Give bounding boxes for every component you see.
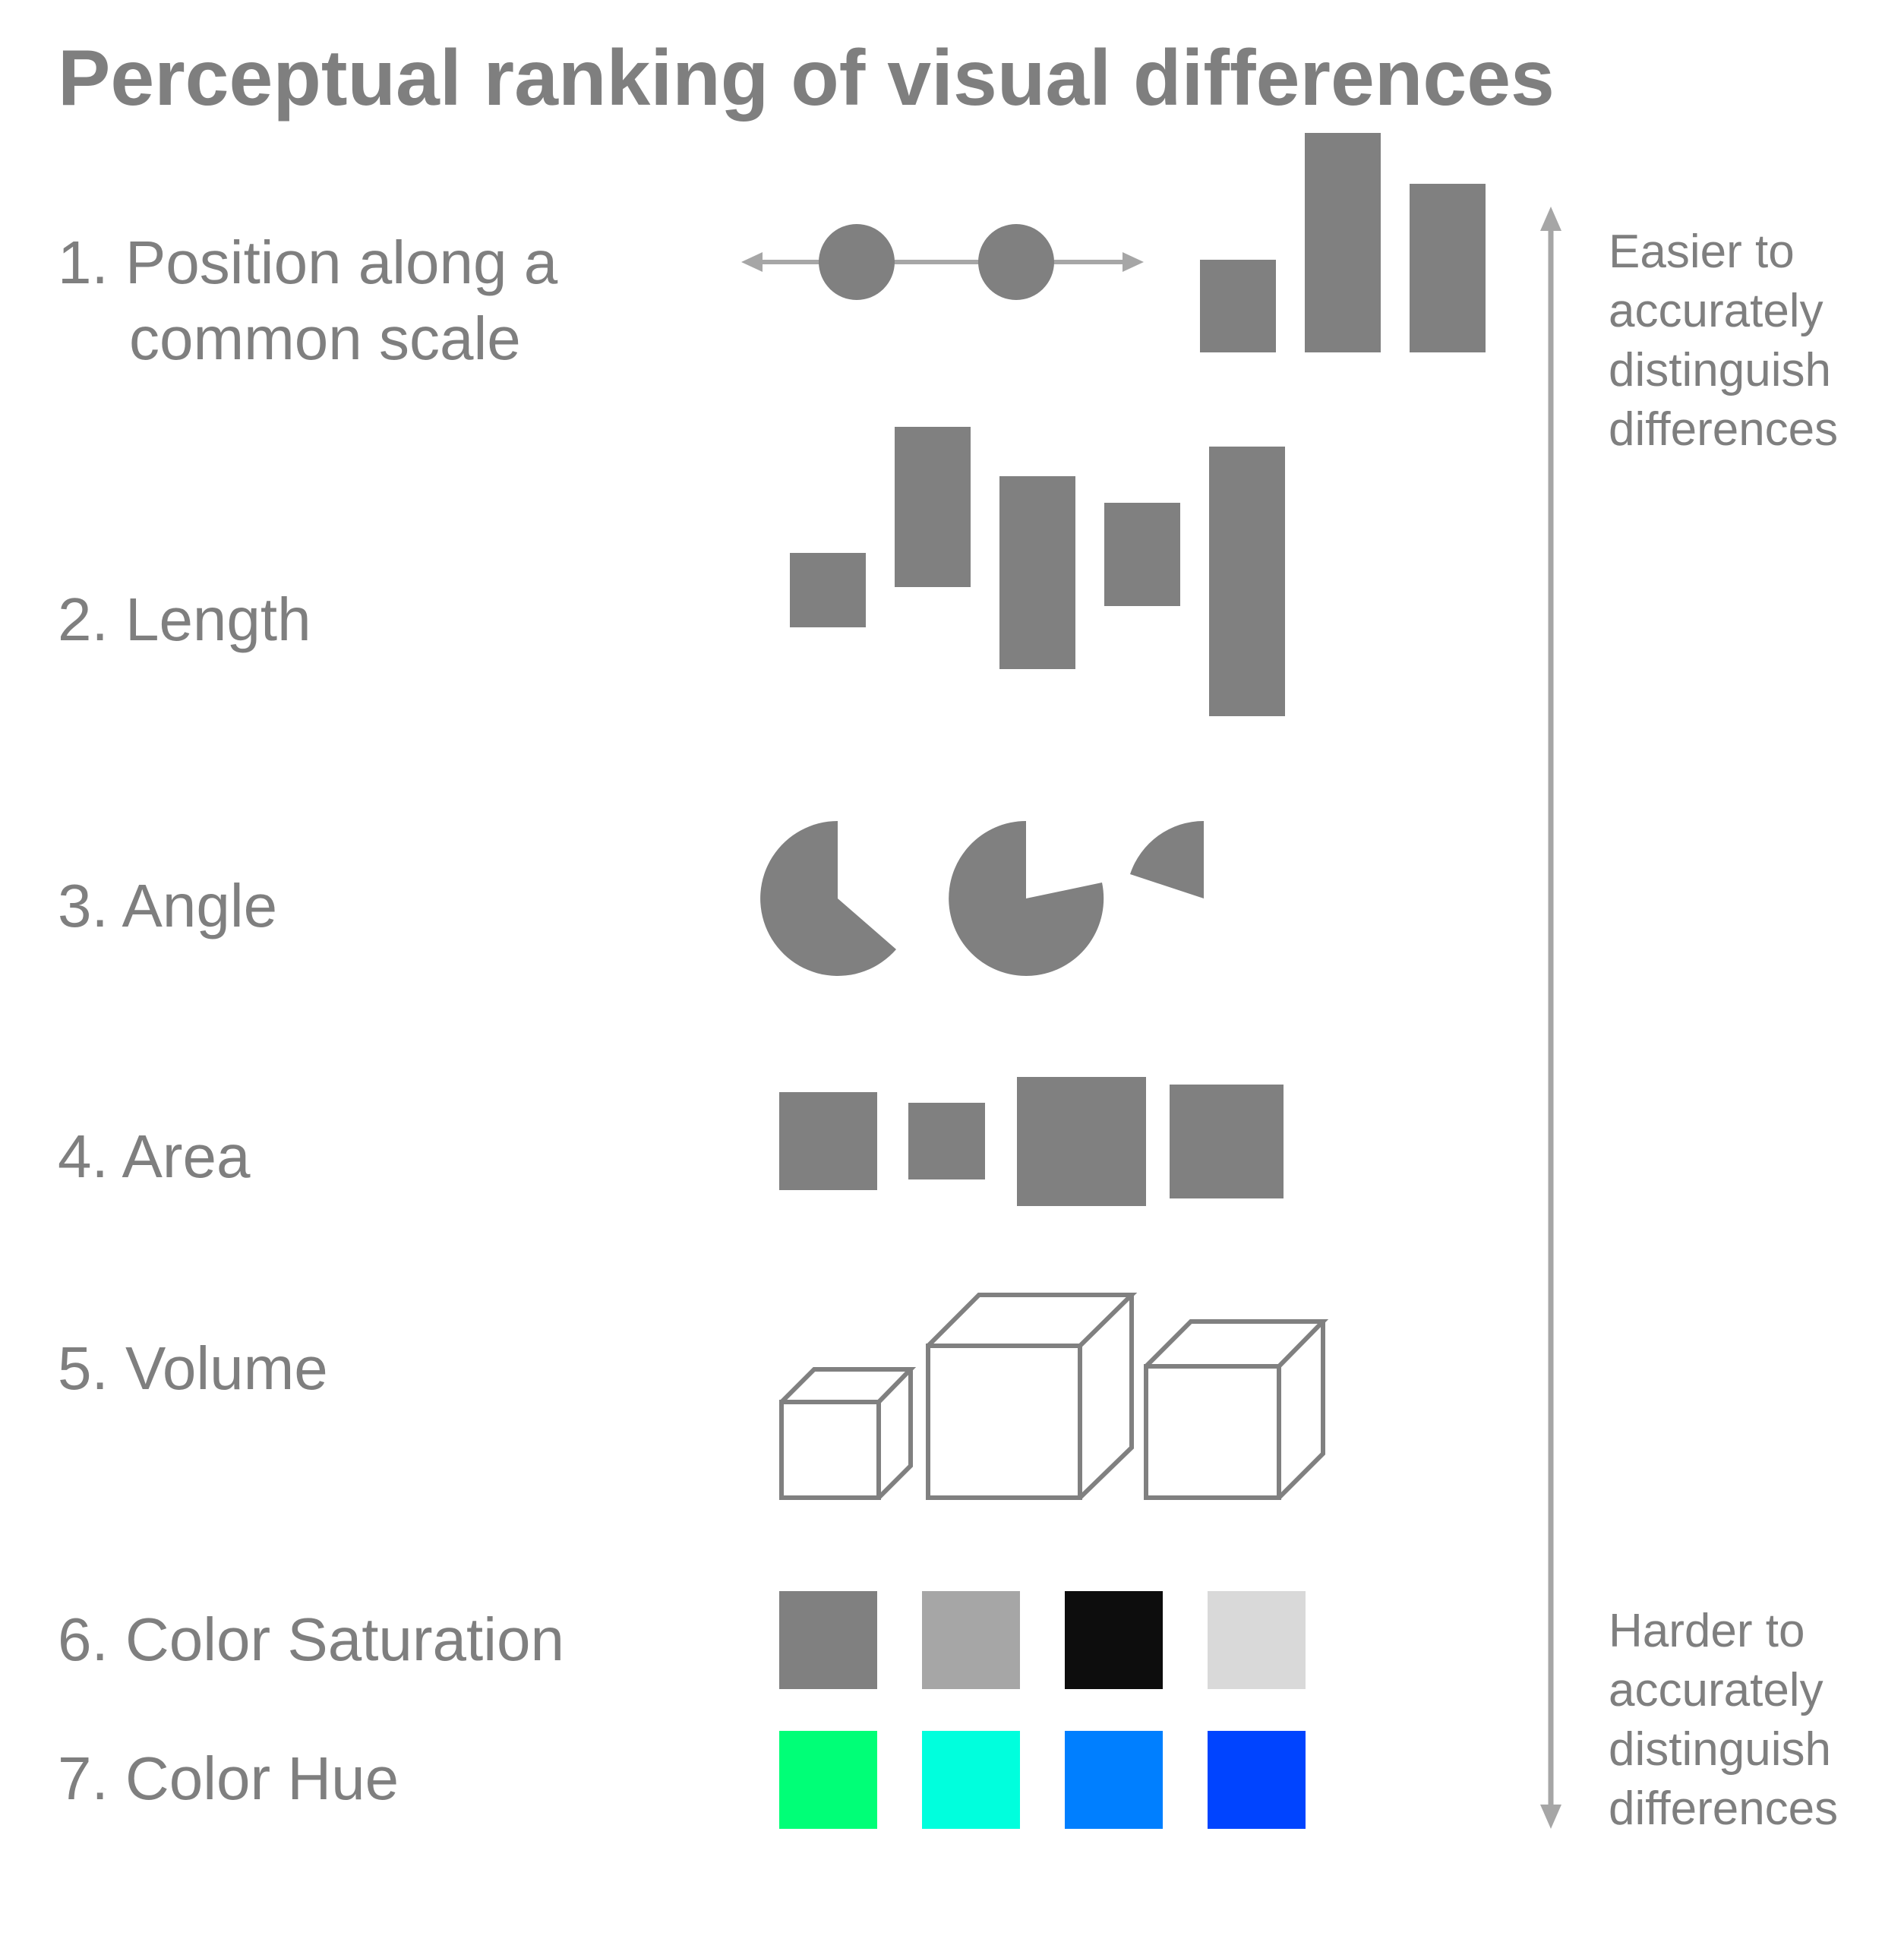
rank-3-label: 3. Angle (58, 872, 278, 939)
length-bar (1104, 503, 1180, 606)
easier-note-line: Easier to (1609, 226, 1795, 278)
hue-swatch (779, 1731, 877, 1829)
harder-note-line: Harder to (1609, 1605, 1805, 1657)
length-bar (790, 553, 866, 627)
volume-cube (1144, 1319, 1329, 1500)
ranking-arrow (1540, 207, 1561, 1829)
rank-5-label: 5. Volume (58, 1334, 328, 1402)
position-arrow-left (741, 252, 763, 272)
position-dot (819, 224, 895, 300)
hue-swatch (922, 1731, 1020, 1829)
position-bar (1200, 260, 1276, 352)
angle-wedge (1130, 820, 1204, 898)
hue-swatch (1208, 1731, 1306, 1829)
rank-1-label-line1: 1. Position along a (58, 229, 558, 296)
position-arrow-right (1123, 252, 1144, 272)
position-dot (978, 224, 1054, 300)
rank-1-label: 1. Position along a common scale (58, 225, 557, 377)
angle-wedge (760, 821, 896, 976)
easier-note-line: distinguish (1609, 344, 1831, 396)
saturation-swatches (779, 1591, 1306, 1689)
length-bar (999, 476, 1075, 669)
length-bars (790, 427, 1285, 716)
length-bar (1209, 447, 1285, 716)
saturation-swatch (779, 1591, 877, 1689)
easier-note-line: accurately (1609, 285, 1823, 337)
hue-swatch (1065, 1731, 1163, 1829)
easier-note-line: differences (1609, 403, 1839, 456)
easier-note: Easier to accurately distinguish differe… (1609, 223, 1838, 459)
angle-wedge (949, 821, 1104, 976)
length-bar (895, 427, 971, 587)
saturation-swatch (1065, 1591, 1163, 1689)
harder-note-line: accurately (1609, 1664, 1823, 1716)
volume-cube (926, 1293, 1138, 1500)
harder-note-line: distinguish (1609, 1723, 1831, 1776)
rank-1-label-line2: common scale (129, 305, 521, 372)
area-square (1170, 1085, 1284, 1198)
position-bar (1305, 133, 1381, 352)
position-example (741, 224, 1144, 300)
area-square (908, 1103, 985, 1179)
area-square (1017, 1077, 1146, 1206)
area-squares (779, 1077, 1284, 1206)
saturation-swatch (1208, 1591, 1306, 1689)
harder-note-line: differences (1609, 1783, 1839, 1835)
angle-wedges (760, 820, 1204, 976)
rank-2-label: 2. Length (58, 586, 311, 653)
harder-note: Harder to accurately distinguish differe… (1609, 1602, 1838, 1839)
volume-cubes (779, 1293, 1329, 1500)
page-title: Perceptual ranking of visual differences (58, 34, 1555, 122)
hue-swatches (779, 1731, 1306, 1829)
volume-cube (779, 1367, 917, 1500)
saturation-swatch (922, 1591, 1020, 1689)
rank-4-label: 4. Area (58, 1123, 251, 1190)
position-bars (1200, 133, 1486, 352)
position-bar (1410, 184, 1486, 352)
area-square (779, 1092, 877, 1190)
rank-6-label: 6. Color Saturation (58, 1606, 565, 1673)
rank-7-label: 7. Color Hue (58, 1745, 399, 1812)
